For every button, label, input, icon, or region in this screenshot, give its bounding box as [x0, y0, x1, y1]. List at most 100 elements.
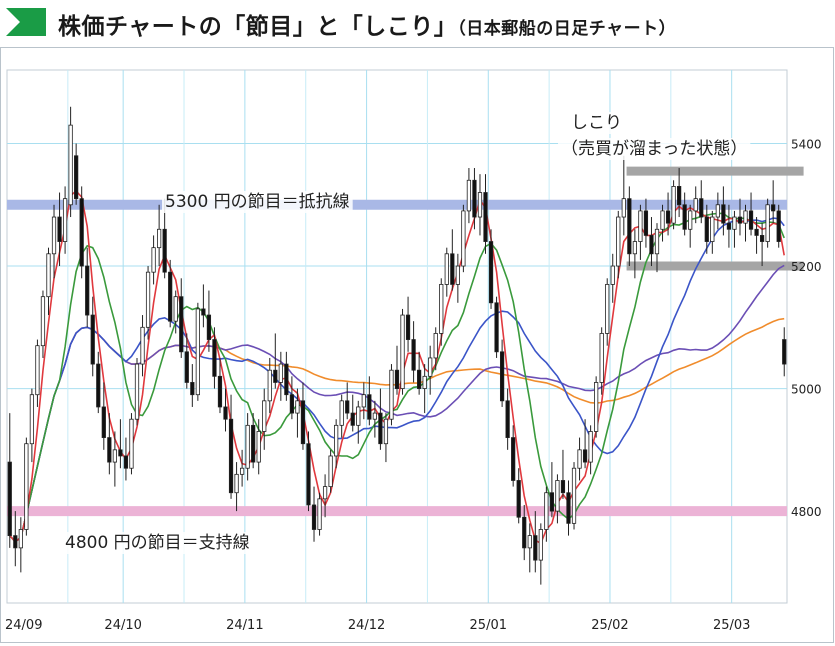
candle-down [306, 443, 311, 506]
candle-down [378, 412, 383, 445]
candle-down [90, 314, 95, 365]
candle-up [140, 326, 145, 365]
candle-down [190, 382, 195, 396]
candle-down [721, 204, 726, 224]
candle-up [262, 400, 267, 432]
candle-up [428, 357, 433, 377]
candle-down [7, 461, 12, 537]
candle-up [555, 480, 560, 512]
candle-up [422, 375, 427, 389]
x-tick-label: 24/12 [348, 618, 385, 633]
candle-down [212, 339, 217, 377]
candle-up [538, 529, 543, 561]
candle-up [40, 296, 46, 347]
chart-title-sub: （日本郵船の日足チャート） [457, 19, 677, 39]
candle-up [334, 424, 339, 457]
candle-up [234, 473, 239, 494]
candle-down [549, 492, 555, 512]
x-tick-label: 24/11 [226, 618, 263, 633]
candle-down [582, 449, 588, 463]
candle-up [245, 424, 250, 469]
candle-up [594, 382, 599, 432]
y-tick-label: 5400 [791, 138, 822, 152]
candle-down [345, 400, 350, 414]
candle-down [665, 210, 671, 224]
candle-down [450, 253, 455, 285]
candle-up [322, 486, 328, 500]
candle-down [566, 492, 571, 524]
candle-up [693, 198, 698, 212]
candle-up [765, 204, 770, 242]
ma-blue-line [9, 217, 785, 543]
candle-up [157, 228, 162, 249]
candle-up [62, 198, 68, 242]
candle-down [350, 412, 355, 426]
candle-up [477, 192, 483, 218]
candle-up [688, 210, 693, 230]
x-tick-label: 24/10 [104, 618, 141, 633]
candle-up [145, 271, 151, 328]
candle-down [782, 339, 787, 365]
candle-up [588, 431, 593, 463]
candle-down [300, 400, 306, 445]
candle-up [383, 418, 389, 445]
candle-up [372, 412, 377, 420]
candle-down [472, 179, 477, 218]
candle-down [284, 363, 289, 396]
candle-down [511, 437, 516, 481]
candle-down [179, 296, 184, 353]
candle-down [101, 406, 106, 438]
candle-up [743, 210, 748, 224]
candlestick-chart: 5400 5200 5000 4800 24/09 24/10 24/11 24/12 25/0… [5, 69, 822, 633]
shikori-label-detail-bg [558, 138, 751, 160]
x-tick-label: 25/02 [591, 618, 628, 633]
candle-down [699, 198, 704, 218]
candle-up [605, 284, 610, 334]
candle-up [356, 406, 361, 426]
candle-down [726, 222, 732, 230]
x-tick-label: 25/01 [470, 618, 507, 633]
shikori-label-title: しこり [571, 113, 622, 133]
candle-down [367, 394, 372, 420]
candles [7, 106, 787, 585]
candle-down [533, 535, 538, 561]
chart-labels: 5400 5200 5000 4800 24/09 24/10 24/11 24/12 25/0… [5, 112, 822, 633]
candle-down [776, 210, 781, 242]
support-label-bg [62, 532, 253, 554]
candle-up [632, 241, 637, 255]
candle-up [466, 179, 472, 212]
candle-up [361, 394, 366, 408]
candle-down [289, 394, 295, 414]
candle-down [771, 204, 776, 212]
candle-up [616, 216, 621, 267]
candle-up [51, 216, 57, 255]
title-flag-icon [6, 8, 46, 36]
candle-down [13, 535, 18, 549]
candle-up [439, 284, 444, 334]
candle-down [123, 455, 129, 469]
x-tick-label: 24/09 [5, 618, 42, 633]
candle-up [239, 467, 245, 475]
candle-up [400, 314, 405, 389]
candle-up [328, 455, 333, 487]
candle-up [671, 186, 676, 224]
candle-down [649, 235, 654, 255]
candle-up [339, 400, 344, 426]
candle-down [74, 155, 79, 200]
candle-up [35, 345, 40, 396]
candle-up [195, 308, 200, 396]
candle-down [168, 271, 173, 322]
candle-up [444, 253, 449, 285]
candle-up [256, 431, 261, 463]
y-tick-label: 5000 [791, 383, 822, 397]
shikori-label-title-bg [568, 112, 625, 134]
candle-up [527, 535, 532, 549]
candle-down [643, 210, 649, 236]
candle-up [18, 529, 23, 549]
candle-up [599, 333, 604, 383]
candle-down [516, 480, 521, 518]
chart-frame: 5400 5200 5000 4800 24/09 24/10 24/11 24/12 25/0… [0, 47, 834, 643]
candle-down [118, 449, 123, 457]
candle-up [46, 253, 51, 298]
candle-up [134, 363, 140, 420]
